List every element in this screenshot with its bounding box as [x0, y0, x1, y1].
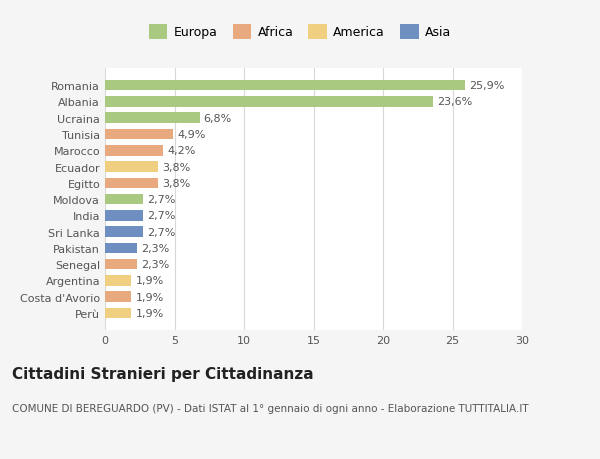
- Text: 2,3%: 2,3%: [141, 260, 169, 269]
- Legend: Europa, Africa, America, Asia: Europa, Africa, America, Asia: [145, 21, 455, 44]
- Bar: [105, 227, 143, 237]
- Text: 1,9%: 1,9%: [136, 292, 164, 302]
- Bar: [105, 113, 200, 124]
- Text: 25,9%: 25,9%: [469, 81, 505, 91]
- Bar: [105, 129, 173, 140]
- Bar: [105, 97, 433, 107]
- Text: 4,2%: 4,2%: [167, 146, 196, 156]
- Bar: [105, 195, 143, 205]
- Bar: [105, 162, 158, 173]
- Text: 1,9%: 1,9%: [136, 308, 164, 318]
- Bar: [105, 275, 131, 286]
- Text: 6,8%: 6,8%: [203, 113, 232, 123]
- Text: 3,8%: 3,8%: [162, 179, 190, 188]
- Text: 3,8%: 3,8%: [162, 162, 190, 172]
- Bar: [105, 81, 465, 91]
- Bar: [105, 292, 131, 302]
- Text: 2,7%: 2,7%: [147, 211, 175, 221]
- Bar: [105, 211, 143, 221]
- Bar: [105, 308, 131, 319]
- Bar: [105, 146, 163, 156]
- Bar: [105, 178, 158, 189]
- Text: 4,9%: 4,9%: [177, 130, 206, 140]
- Text: 2,7%: 2,7%: [147, 195, 175, 205]
- Bar: [105, 259, 137, 270]
- Text: 23,6%: 23,6%: [437, 97, 472, 107]
- Text: COMUNE DI BEREGUARDO (PV) - Dati ISTAT al 1° gennaio di ogni anno - Elaborazione: COMUNE DI BEREGUARDO (PV) - Dati ISTAT a…: [12, 403, 529, 413]
- Text: 2,3%: 2,3%: [141, 243, 169, 253]
- Text: 1,9%: 1,9%: [136, 276, 164, 286]
- Bar: [105, 243, 137, 254]
- Text: Cittadini Stranieri per Cittadinanza: Cittadini Stranieri per Cittadinanza: [12, 366, 314, 381]
- Text: 2,7%: 2,7%: [147, 227, 175, 237]
